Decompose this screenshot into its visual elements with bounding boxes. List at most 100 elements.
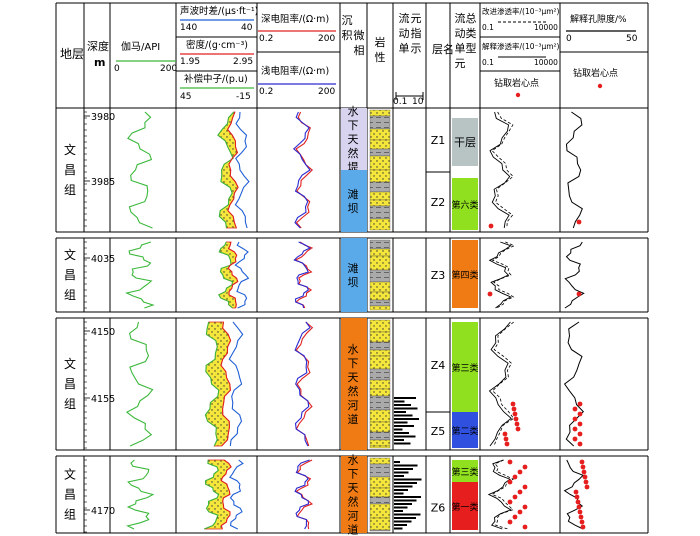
core-point (579, 459, 585, 465)
lithology-shale (369, 529, 391, 532)
facies-label: 水 (348, 454, 359, 467)
core-point-legend-marker (515, 92, 521, 98)
lithology-sand (369, 218, 391, 231)
flow-unit-label: 第三类 (451, 362, 478, 374)
lithology-title: 岩 (375, 35, 386, 49)
improved-perm-curve (491, 459, 515, 530)
flow-unit-block (452, 482, 478, 530)
formation-label: 昌 (64, 377, 76, 391)
lithology-shale (369, 148, 391, 157)
flow-unit-label: 第二类 (451, 425, 478, 437)
porosity-max: 50 (626, 34, 638, 44)
lithology-shale (369, 115, 391, 130)
flow-unit-block (452, 240, 478, 308)
ac-min: 140 (180, 23, 197, 33)
lithology-sand (369, 305, 391, 311)
core-point (487, 291, 493, 297)
gamma-curve (127, 111, 153, 229)
core-point (581, 469, 587, 475)
interp-perm-curve (488, 321, 512, 447)
improved-perm-min: 0.1 (482, 23, 494, 32)
deep-res-label: 深电阻率/(Ω·m) (261, 13, 329, 25)
core-point (514, 421, 520, 427)
facies-label: 下 (348, 119, 359, 132)
lithology-sand (369, 155, 391, 171)
flow-unit-label: 第六类 (451, 199, 478, 211)
lithology-shale (369, 496, 391, 505)
layer-name: Z4 (431, 359, 446, 372)
interp-perm-label: 解释渗透率/(10⁻³μm²) (482, 41, 560, 51)
lithology-sand (369, 291, 391, 301)
shallow-res-curve (293, 241, 312, 309)
core-point (577, 509, 583, 515)
core-point (577, 441, 583, 447)
facies-label: 道 (348, 523, 359, 536)
shallow-res-curve (294, 321, 311, 447)
lithology-sand (369, 379, 391, 390)
core-point (580, 524, 586, 530)
core-point (515, 426, 521, 432)
core-point (522, 464, 528, 470)
fzi-title: 单 (399, 42, 410, 55)
facies-label: 道 (348, 412, 359, 426)
flow-unit-label: 第一类 (451, 501, 478, 513)
core-point (504, 441, 510, 447)
layer-name: Z1 (431, 134, 446, 147)
interp-perm-min: 0.1 (482, 58, 494, 67)
lithology-sand (369, 169, 391, 183)
improved-perm-curve (491, 241, 516, 309)
lithology-shale (369, 463, 391, 478)
lithology-sand (369, 457, 391, 465)
facies-label: 下 (348, 357, 359, 370)
flow-unit-block (452, 118, 478, 166)
lithology-sand (369, 281, 391, 293)
core-point (507, 519, 513, 525)
density-neutron-fill (204, 321, 232, 447)
den-max: 2.95 (233, 57, 253, 67)
lithology-shale (369, 181, 391, 193)
facies-label: 坝 (348, 275, 359, 289)
core-point (502, 431, 508, 437)
core-point (583, 479, 589, 485)
fzi-title-b: 示 (411, 42, 422, 55)
formation-title: 地层 (60, 47, 84, 61)
core-point (512, 411, 518, 417)
density-curve (220, 321, 232, 447)
flow-unit-title: 流 (455, 11, 466, 25)
formation-label: 昌 (64, 488, 76, 502)
lithology-sand (369, 128, 391, 141)
gamma-curve (125, 321, 154, 447)
porosity-min: 0 (566, 34, 572, 44)
lithology-sand (369, 421, 391, 433)
depth-tick-label: 4150 (91, 327, 115, 338)
flow-unit-title-b: 类 (466, 26, 477, 40)
core-point (572, 416, 578, 422)
deep-res-min: 0.2 (259, 34, 273, 44)
flow-unit-block (452, 322, 478, 412)
gamma-curve (125, 241, 155, 309)
core-point (584, 484, 590, 490)
fzi-title-b: 元 (411, 12, 422, 25)
fzi-title-b: 指 (411, 26, 422, 40)
core-point-legend-marker-2 (597, 83, 603, 89)
formation-label: 文 (64, 356, 76, 371)
lithology-sand (369, 255, 391, 271)
fzi-max: 10 (412, 97, 424, 107)
facies-label: 天 (348, 482, 359, 495)
deep-res-curve (295, 321, 314, 447)
facies-label: 然 (348, 495, 359, 509)
formation-label: 组 (64, 397, 76, 411)
core-point (510, 401, 516, 407)
flow-unit-label: 第四类 (451, 269, 478, 281)
panels: 文昌组文昌组文昌组文昌组398039854035415041554170水下天然… (64, 105, 590, 536)
lithology-sand (369, 388, 391, 397)
porosity-curve (563, 321, 584, 447)
depth-title: 深度 (87, 39, 109, 53)
interp-perm-curve (488, 241, 512, 309)
acoustic-curve (234, 111, 250, 229)
depth-tick-label: 4170 (91, 506, 115, 517)
interp-perm-curve (489, 111, 511, 229)
lithology-shale (369, 395, 391, 411)
cnl-min: 45 (180, 92, 191, 102)
